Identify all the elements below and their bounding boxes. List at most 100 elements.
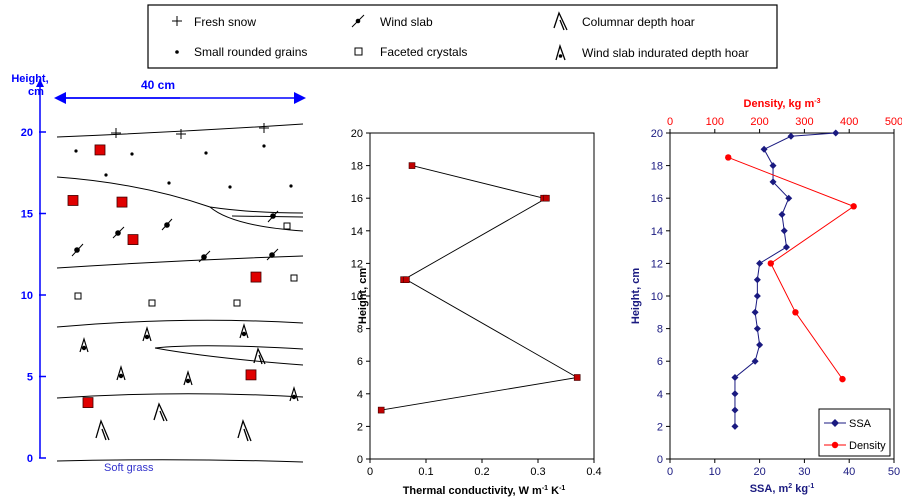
chart1-ytick-label: 18 <box>351 161 363 173</box>
chart1-ytick-label: 0 <box>357 454 363 466</box>
chart2-ssa-point <box>756 341 764 349</box>
chart2-xtick-top-label: 400 <box>840 116 858 128</box>
chart2-xtick-top-label: 500 <box>885 116 902 128</box>
plus-icon <box>259 123 269 133</box>
dot-icon <box>167 181 171 185</box>
indurated-depth-hoar-icon <box>239 322 249 339</box>
fresh-snow-symbols <box>111 123 269 139</box>
legend-label-fresh-snow: Fresh snow <box>194 15 256 29</box>
chart2-xlabel-bottom-sup1: 2 <box>788 483 792 490</box>
plus-icon <box>176 129 186 139</box>
chart2-xtick-top-label: 0 <box>667 116 673 128</box>
indurated-depth-hoar-icon <box>183 369 193 386</box>
square-icon <box>233 299 241 307</box>
chart2-ssa-point <box>782 243 790 251</box>
chart1-plot-area <box>369 132 595 460</box>
legend-label-small-rounded-grains: Small rounded grains <box>194 45 307 59</box>
chart1-point <box>573 374 581 381</box>
chart2-ytick-label: 16 <box>651 193 663 205</box>
plus-icon <box>172 16 182 26</box>
chart1-point <box>377 406 385 414</box>
chart2-ssa-point <box>751 308 759 316</box>
chart1-point <box>408 162 416 169</box>
profile-ground-label: Soft grass <box>104 462 154 474</box>
chart2-xtick-top-label: 200 <box>750 116 768 128</box>
chart2-ssa-point <box>832 129 840 137</box>
wind-slab-icon <box>267 210 279 223</box>
chart2-xtick-bottom-label: 50 <box>888 466 900 478</box>
indurated-depth-hoar-icon <box>142 325 152 342</box>
legend-label-indurated-depth-hoar: Wind slab indurated depth hoar <box>582 46 749 60</box>
dot-icon <box>228 185 232 189</box>
chart2-ytick-label: 8 <box>657 324 663 336</box>
chart2-ytick-label: 4 <box>657 389 663 401</box>
snow-profile: Height, cm 40 cm 0 5 10 15 20 <box>11 73 306 474</box>
legend-density-label: Density <box>849 440 886 452</box>
indurated-depth-hoar-icon <box>79 336 89 353</box>
chart1-series <box>377 162 581 414</box>
chart2-ssa-point <box>731 406 739 414</box>
chart2-ytick-label: 20 <box>651 128 663 140</box>
chart1-xtick-label: 0 <box>367 466 373 478</box>
chart2-ytick-label: 14 <box>651 226 663 238</box>
indurated-depth-hoar-icon <box>116 364 126 381</box>
chart1-xlabel-mid: K <box>548 485 559 497</box>
sample-marker <box>82 397 94 408</box>
chart1-ytick-label: 16 <box>351 193 363 205</box>
chart2-ssa-point <box>769 178 777 186</box>
chart2-ssa-point <box>785 194 793 202</box>
layer-boundary-facet-lens-upper <box>231 215 304 218</box>
profile-axis-tick-label: 0 <box>27 453 33 465</box>
chart2-ssa-point <box>751 357 759 365</box>
chart1-ytick-label: 12 <box>351 258 363 270</box>
chart2-ytick-label: 2 <box>657 421 663 433</box>
indurated-depth-hoar-icon <box>555 43 566 61</box>
chart1-ytick-label: 10 <box>351 291 363 303</box>
layer-boundary-wind-slab-bottom <box>56 255 304 269</box>
layer-boundaries <box>56 123 304 463</box>
profile-height-label: Height, <box>11 73 48 85</box>
wind-slab-icon <box>161 218 173 231</box>
chart2-ssa-point <box>753 325 761 333</box>
wind-slab-symbols <box>71 210 279 263</box>
dot-icon <box>74 149 78 153</box>
sample-marker <box>245 369 257 381</box>
indurated-hoar-symbols <box>79 322 299 402</box>
profile-axis-arrowhead <box>36 79 44 87</box>
chart1-xtick-label: 0.3 <box>530 466 545 478</box>
chart2-density-point <box>725 154 732 161</box>
profile-height-axis: 0 5 10 15 20 <box>21 79 46 465</box>
legend-label-wind-slab: Wind slab <box>380 15 433 29</box>
chart1-ylabel: Height, cm <box>357 268 369 324</box>
chart2-ssa-point <box>780 227 788 235</box>
legend: Fresh snow Small rounded grains Wind sla… <box>147 4 778 69</box>
layer-boundary-top <box>56 123 304 138</box>
chart2-ylabel: Height, cm <box>630 268 642 324</box>
chart2-density-point <box>767 260 774 267</box>
chart2-xlabel-bottom-main: SSA, m <box>750 483 789 495</box>
chart1-xtick-label: 0.1 <box>418 466 433 478</box>
profile-axis-tick-label: 15 <box>21 209 33 221</box>
chart2-xlabel-top: Density, kg m-3 <box>744 98 821 110</box>
chart2-ytick-label: 0 <box>657 454 663 466</box>
dot-icon <box>204 151 208 155</box>
profile-axis-tick-label: 5 <box>27 372 33 384</box>
legend-ssa-label: SSA <box>849 418 872 430</box>
wind-slab-icon <box>266 248 279 261</box>
dot-icon <box>175 50 179 54</box>
chart1-xtick-label: 0.2 <box>474 466 489 478</box>
chart2-legend: SSA Density <box>818 408 891 457</box>
chart2-xtick-top-label: 100 <box>706 116 724 128</box>
chart2-ssa-point <box>753 276 761 284</box>
chart2-xtick-top-label: 300 <box>795 116 813 128</box>
sample-marker <box>127 234 139 245</box>
chart2-series <box>725 129 857 430</box>
square-icon <box>290 274 298 282</box>
chart2-xtick-bottom-label: 10 <box>709 466 721 478</box>
chart2-ytick-label: 18 <box>651 161 663 173</box>
chart2-ytick-label: 10 <box>651 291 663 303</box>
chart1-ytick-label: 6 <box>357 356 363 368</box>
profile-axis-tick-label: 10 <box>21 290 33 302</box>
chart2-ssa-point <box>753 292 761 300</box>
